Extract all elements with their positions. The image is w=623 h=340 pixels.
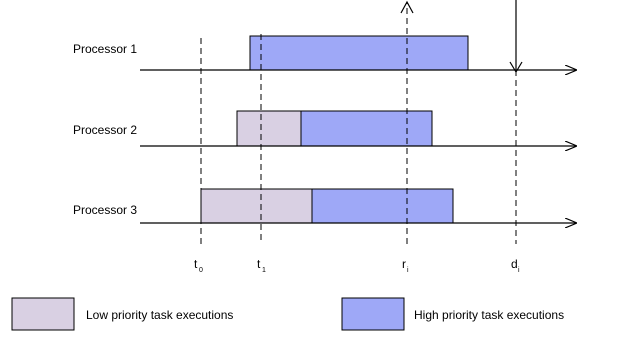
marker-label-t0: t 0 [194, 257, 203, 274]
processor-label: Processor 1 [73, 42, 137, 56]
high-priority-execution [300, 110, 433, 147]
svg-text:r: r [402, 257, 406, 271]
marker-label-di: d i [511, 257, 520, 274]
svg-text:i: i [407, 267, 409, 274]
high-priority-execution [249, 35, 469, 71]
legend-swatch-low [11, 297, 75, 331]
svg-text:d: d [511, 257, 518, 271]
legend-label-low: Low priority task executions [86, 308, 233, 322]
marker-label-t1: t 1 [257, 257, 266, 274]
processor-1-row: Processor 1 [73, 35, 576, 71]
svg-text:i: i [518, 267, 520, 274]
low-priority-execution [200, 188, 313, 224]
release-arrow-icon [400, 0, 414, 14]
marker-label-ri: r i [402, 257, 409, 274]
svg-text:t: t [194, 257, 198, 271]
legend-swatch-high [341, 297, 405, 331]
processor-label: Processor 2 [73, 123, 137, 137]
processor-2-row: Processor 2 [73, 110, 576, 147]
legend: Low priority task executions High priori… [11, 297, 564, 331]
low-priority-execution [236, 110, 302, 147]
deadline-arrow-icon [509, 61, 523, 74]
svg-text:0: 0 [199, 267, 203, 274]
legend-label-high: High priority task executions [414, 308, 564, 322]
high-priority-execution [311, 188, 454, 224]
svg-text:1: 1 [262, 267, 266, 274]
svg-text:t: t [257, 257, 261, 271]
processor-label: Processor 3 [73, 203, 137, 217]
processor-3-row: Processor 3 [73, 188, 576, 224]
